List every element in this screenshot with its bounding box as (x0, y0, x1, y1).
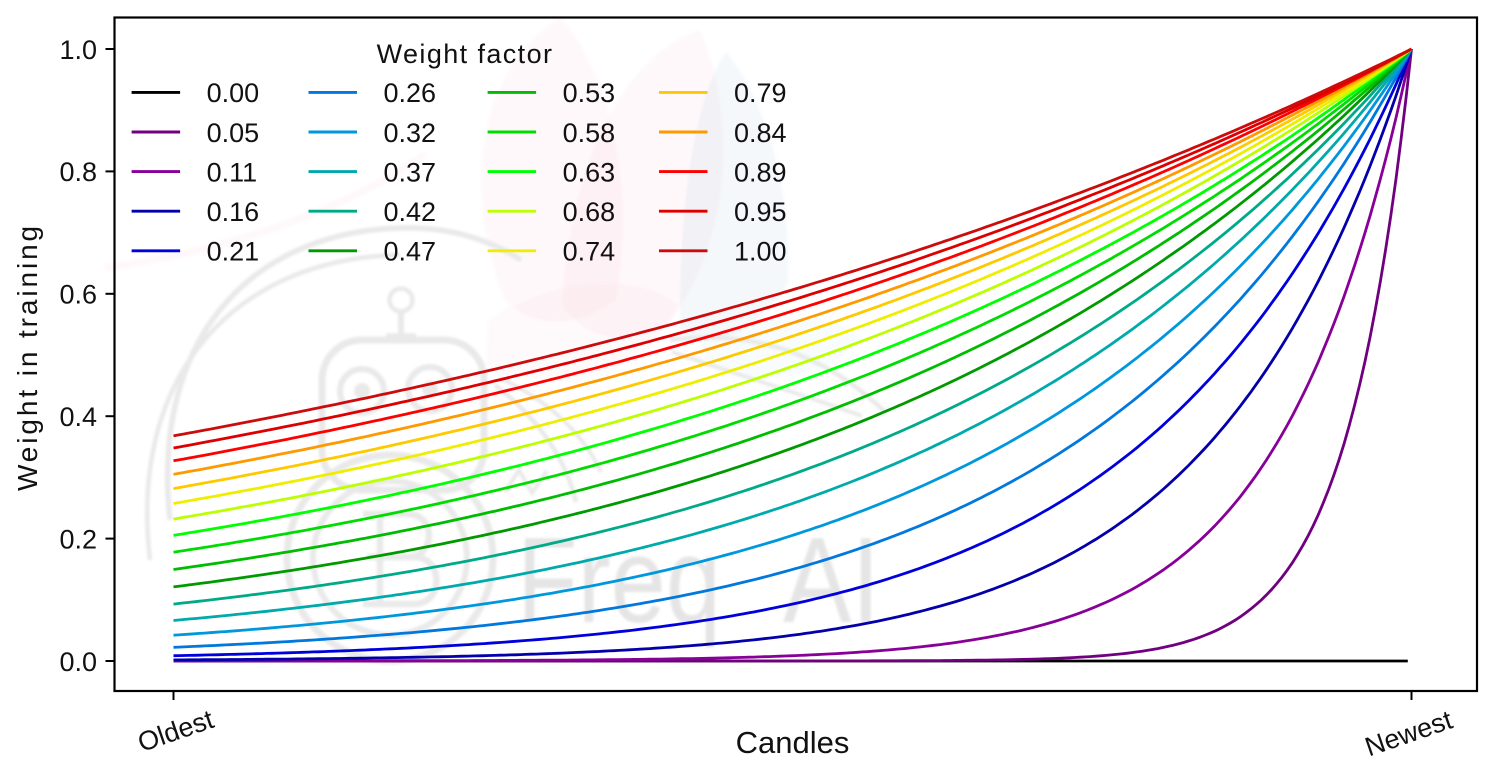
svg-text:AI: AI (783, 512, 880, 648)
svg-text:0.0: 0.0 (59, 647, 97, 677)
svg-text:1.00: 1.00 (734, 237, 787, 267)
svg-text:0.42: 0.42 (384, 197, 437, 227)
svg-text:0.21: 0.21 (207, 237, 260, 267)
svg-text:1.0: 1.0 (59, 35, 97, 65)
svg-text:0.11: 0.11 (207, 158, 258, 188)
svg-text:Weight in training: Weight in training (12, 223, 43, 491)
svg-text:0.16: 0.16 (207, 197, 260, 227)
svg-text:0.63: 0.63 (563, 158, 616, 188)
svg-text:0.26: 0.26 (384, 78, 437, 108)
svg-text:0.68: 0.68 (563, 197, 616, 227)
svg-text:0.4: 0.4 (59, 402, 97, 432)
svg-text:0.95: 0.95 (734, 197, 787, 227)
svg-text:0.53: 0.53 (563, 78, 616, 108)
svg-text:0.00: 0.00 (207, 78, 260, 108)
svg-text:Candles: Candles (736, 725, 850, 760)
svg-text:0.58: 0.58 (563, 118, 616, 148)
svg-text:0.2: 0.2 (59, 524, 97, 554)
svg-text:0.05: 0.05 (207, 118, 260, 148)
svg-text:0.6: 0.6 (59, 280, 97, 310)
svg-text:0.32: 0.32 (384, 118, 437, 148)
svg-text:0.37: 0.37 (384, 158, 437, 188)
svg-text:0.79: 0.79 (734, 78, 787, 108)
svg-text:0.8: 0.8 (59, 157, 97, 187)
svg-text:Weight factor: Weight factor (377, 39, 554, 69)
svg-text:0.89: 0.89 (734, 158, 787, 188)
svg-text:0.84: 0.84 (734, 118, 787, 148)
svg-text:0.74: 0.74 (563, 237, 616, 267)
svg-text:0.47: 0.47 (384, 237, 437, 267)
